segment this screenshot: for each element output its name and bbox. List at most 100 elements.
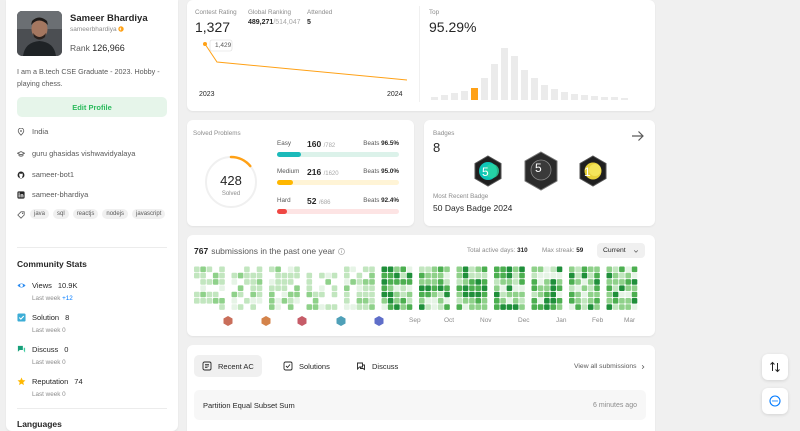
heatmap-cell[interactable]: [619, 298, 625, 304]
heatmap-cell[interactable]: [275, 298, 281, 304]
heatmap-cell[interactable]: [287, 304, 294, 310]
heatmap-cell[interactable]: [231, 291, 238, 298]
heatmap-cell[interactable]: [544, 298, 550, 304]
skill-tag[interactable]: sql: [53, 209, 69, 219]
heatmap-cell[interactable]: [481, 304, 488, 310]
heatmap-cell[interactable]: [575, 279, 581, 285]
heatmap-cell[interactable]: [456, 304, 463, 310]
heatmap-cell[interactable]: [594, 266, 600, 273]
heatmap-cell[interactable]: [537, 285, 544, 291]
heatmap-cell[interactable]: [612, 279, 619, 285]
heatmap-cell[interactable]: [219, 304, 225, 310]
heatmap-cell[interactable]: [569, 279, 575, 285]
heatmap-cell[interactable]: [569, 291, 575, 298]
heatmap-cell[interactable]: [206, 291, 213, 298]
heatmap-cell[interactable]: [594, 272, 600, 279]
heatmap-cell[interactable]: [194, 291, 200, 298]
heatmap-cell[interactable]: [631, 298, 638, 304]
heatmap-cell[interactable]: [325, 272, 331, 279]
heatmap-cell[interactable]: [250, 272, 256, 279]
heatmap-cell[interactable]: [381, 279, 388, 285]
histogram-bar[interactable]: [531, 78, 538, 100]
heatmap-cell[interactable]: [269, 266, 275, 273]
histogram-bar[interactable]: [491, 64, 498, 100]
skill-tag[interactable]: reactjs: [72, 209, 99, 219]
heatmap-cell[interactable]: [244, 272, 250, 279]
heatmap-cell[interactable]: [394, 279, 400, 285]
heatmap-cell[interactable]: [200, 279, 206, 285]
heatmap-cell[interactable]: [606, 279, 613, 285]
heatmap-cell[interactable]: [250, 285, 256, 291]
heatmap-cell[interactable]: [219, 266, 225, 273]
heatmap-cell[interactable]: [331, 291, 338, 298]
heatmap-cell[interactable]: [294, 266, 300, 273]
heatmap-cell[interactable]: [519, 272, 525, 279]
heatmap-cell[interactable]: [387, 266, 394, 273]
heatmap-cell[interactable]: [231, 298, 238, 304]
heatmap-cell[interactable]: [444, 266, 450, 273]
heatmap-cell[interactable]: [200, 291, 206, 298]
histogram-bar[interactable]: [461, 91, 468, 100]
heatmap-cell[interactable]: [331, 304, 338, 310]
heatmap-cell[interactable]: [425, 272, 431, 279]
heatmap-cell[interactable]: [587, 285, 594, 291]
heatmap-cell[interactable]: [369, 266, 375, 273]
heatmap-cell[interactable]: [419, 266, 425, 273]
heatmap-cell[interactable]: [550, 298, 556, 304]
heatmap-cell[interactable]: [387, 298, 394, 304]
heatmap-cell[interactable]: [237, 285, 244, 291]
heatmap-cell[interactable]: [331, 272, 338, 279]
heatmap-cell[interactable]: [475, 272, 481, 279]
submission-heatmap[interactable]: [194, 266, 648, 316]
heatmap-cell[interactable]: [356, 304, 363, 310]
histogram-bar[interactable]: [481, 78, 488, 100]
heatmap-cell[interactable]: [531, 285, 538, 291]
heatmap-cell[interactable]: [500, 304, 506, 310]
heatmap-cell[interactable]: [481, 285, 488, 291]
heatmap-cell[interactable]: [606, 272, 613, 279]
view-all-submissions-link[interactable]: View all submissions: [574, 363, 646, 370]
heatmap-cell[interactable]: [219, 272, 225, 279]
heatmap-cell[interactable]: [344, 266, 350, 273]
heatmap-cell[interactable]: [444, 298, 450, 304]
heatmap-cell[interactable]: [400, 291, 406, 298]
heatmap-cell[interactable]: [237, 272, 244, 279]
heatmap-cell[interactable]: [231, 279, 238, 285]
heatmap-cell[interactable]: [494, 298, 500, 304]
heatmap-cell[interactable]: [587, 279, 594, 285]
heatmap-cell[interactable]: [500, 279, 506, 285]
heatmap-cell[interactable]: [400, 285, 406, 291]
heatmap-cell[interactable]: [512, 285, 519, 291]
heatmap-cell[interactable]: [325, 279, 331, 285]
monthly-badge-icon[interactable]: [261, 316, 271, 326]
heatmap-cell[interactable]: [537, 291, 544, 298]
heatmap-cell[interactable]: [606, 266, 613, 273]
heatmap-cell[interactable]: [419, 285, 425, 291]
heatmap-cell[interactable]: [419, 291, 425, 298]
heatmap-cell[interactable]: [306, 272, 313, 279]
heatmap-cell[interactable]: [281, 291, 288, 298]
heatmap-cell[interactable]: [631, 266, 638, 273]
heatmap-cell[interactable]: [631, 272, 638, 279]
heatmap-cell[interactable]: [312, 298, 319, 304]
heatmap-cell[interactable]: [537, 304, 544, 310]
heatmap-cell[interactable]: [500, 291, 506, 298]
heatmap-cell[interactable]: [281, 272, 288, 279]
heatmap-cell[interactable]: [431, 298, 438, 304]
heatmap-cell[interactable]: [269, 279, 275, 285]
heatmap-cell[interactable]: [231, 272, 238, 279]
heatmap-cell[interactable]: [506, 304, 513, 310]
heatmap-cell[interactable]: [612, 272, 619, 279]
heatmap-cell[interactable]: [200, 285, 206, 291]
heatmap-cell[interactable]: [369, 285, 375, 291]
histogram-bar[interactable]: [591, 96, 598, 100]
github-row[interactable]: sameer-bot1: [17, 170, 74, 179]
heatmap-cell[interactable]: [194, 272, 200, 279]
heatmap-cell[interactable]: [212, 279, 219, 285]
histogram-bar[interactable]: [431, 97, 438, 100]
heatmap-cell[interactable]: [381, 272, 388, 279]
heatmap-cell[interactable]: [475, 291, 481, 298]
heatmap-cell[interactable]: [619, 285, 625, 291]
heatmap-cell[interactable]: [244, 266, 250, 273]
heatmap-cell[interactable]: [425, 285, 431, 291]
